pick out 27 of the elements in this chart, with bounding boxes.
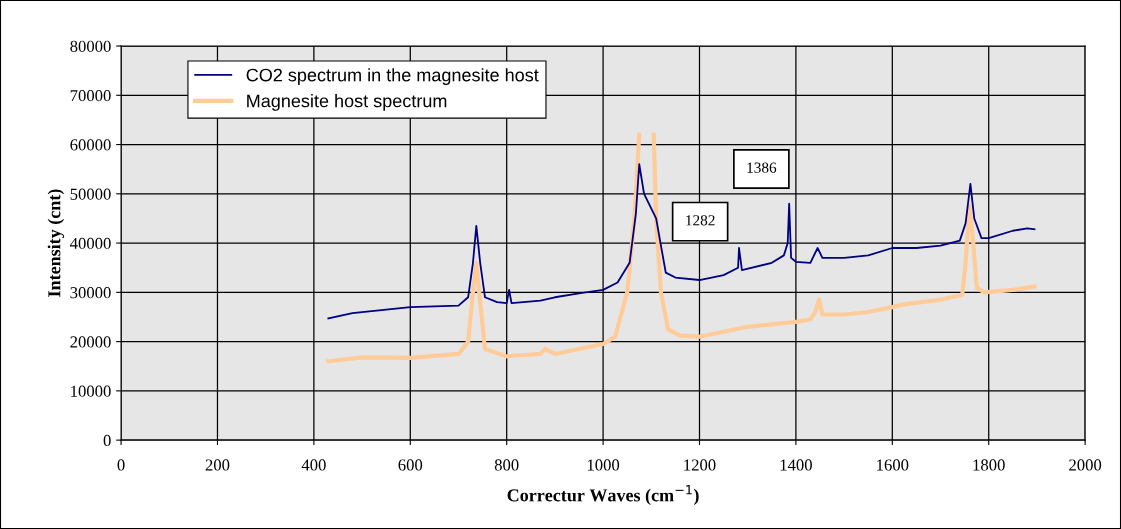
y-tick-label: 80000 (70, 40, 111, 52)
y-tick-label: 50000 (70, 188, 111, 200)
x-axis-title: Correctur Waves (cm$^{−1}$) (507, 485, 699, 506)
y-tick-label: 0 (103, 434, 111, 447)
y-axis-title: Intensity (cnt) (47, 189, 65, 297)
y-tick-label: 20000 (70, 336, 111, 348)
line-series (327, 163, 1036, 320)
y-tick-label: 40000 (70, 237, 111, 250)
y-tick-label: 30000 (70, 287, 111, 299)
annotation: 1282 (686, 215, 715, 226)
y-tick-label: 10000 (71, 385, 111, 397)
x-tick-label: 0 (117, 459, 125, 471)
x-tick-label: 2000 (1069, 459, 1102, 471)
x-tick-label: 400 (301, 459, 326, 471)
legend-label: Magnesite host spectrum (247, 94, 447, 111)
x-tick-label: 1200 (684, 459, 716, 471)
x-tick-label: 1600 (877, 459, 909, 471)
x-tick-label: 1400 (780, 459, 812, 471)
x-tick-label: 1800 (973, 459, 1005, 471)
x-tick-label: 800 (494, 459, 519, 471)
x-tick-label: 1000 (587, 459, 620, 471)
y-tick-label: 70000 (70, 89, 111, 102)
legend-label: CO2 spectrum in the magnesite host (246, 68, 539, 86)
x-tick-label: 200 (205, 459, 230, 471)
annotation: 1386 (747, 162, 777, 173)
y-tick-label: 60000 (70, 139, 111, 151)
x-tick-label: 600 (398, 459, 423, 471)
